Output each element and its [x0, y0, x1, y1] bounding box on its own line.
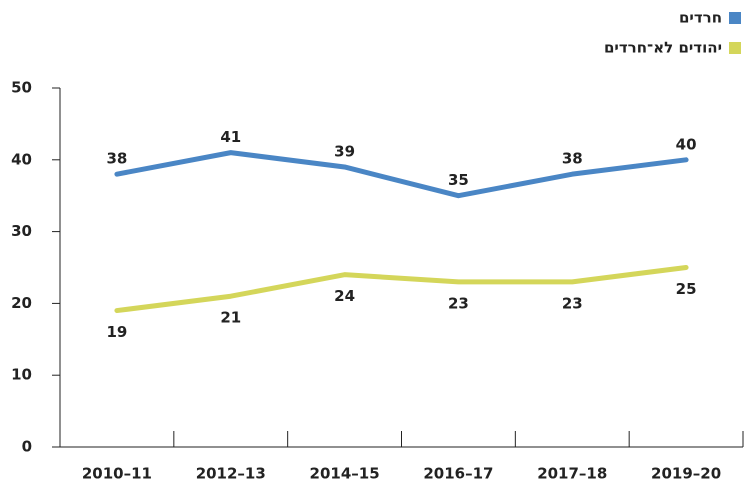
- data-label: 24: [334, 287, 355, 305]
- data-label: 38: [106, 150, 127, 168]
- data-label: 23: [562, 294, 583, 312]
- data-label: 35: [448, 171, 469, 189]
- y-tick-label: 40: [11, 150, 32, 168]
- x-tick-label: 2017–18: [537, 465, 607, 483]
- x-tick-label: 2016–17: [423, 465, 493, 483]
- series-line: [114, 265, 689, 314]
- legend-label: חרדים: [679, 9, 722, 27]
- series-line: [114, 150, 689, 199]
- y-tick-label: 10: [11, 366, 32, 384]
- data-label: 41: [220, 128, 241, 146]
- data-label: 39: [334, 142, 355, 160]
- data-label: 25: [676, 280, 697, 298]
- legend-swatch: [729, 42, 741, 54]
- x-tick-label: 2014–15: [310, 465, 380, 483]
- y-tick-label: 0: [22, 438, 32, 456]
- x-tick-label: 2012–13: [196, 465, 266, 483]
- y-tick-label: 20: [11, 294, 32, 312]
- x-tick-label: 2010–11: [82, 465, 152, 483]
- data-label: 38: [562, 150, 583, 168]
- x-tick-label: 2019–20: [651, 465, 721, 483]
- legend-swatch: [729, 12, 741, 24]
- y-tick-label: 50: [11, 79, 32, 97]
- data-label: 19: [106, 323, 127, 341]
- data-label: 21: [220, 309, 241, 327]
- data-label: 23: [448, 294, 469, 312]
- y-tick-label: 30: [11, 222, 32, 240]
- legend-label: יהודים לא־חרדים: [604, 39, 722, 57]
- data-label: 40: [676, 135, 697, 153]
